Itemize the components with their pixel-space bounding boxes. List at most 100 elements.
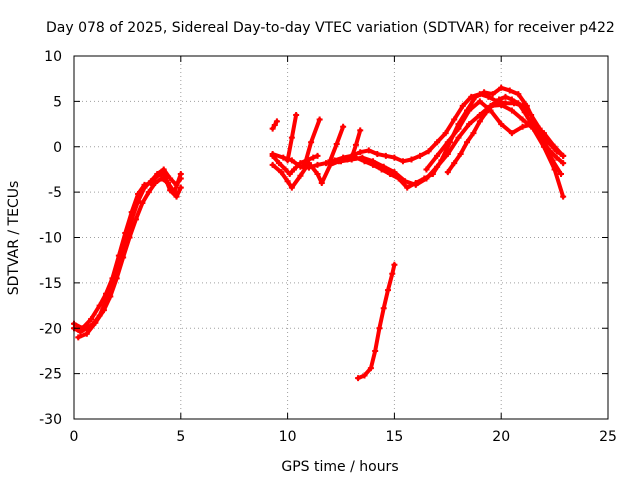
data-point <box>515 100 522 107</box>
data-point <box>560 152 567 159</box>
y-tick-label: 10 <box>44 49 62 65</box>
data-point <box>365 147 372 154</box>
y-tick-label: 0 <box>53 140 62 156</box>
data-point <box>389 270 396 277</box>
data-point <box>519 123 526 130</box>
data-point <box>83 330 90 337</box>
data-point <box>75 334 82 341</box>
series-arc-low <box>355 261 398 382</box>
data-point <box>92 319 99 326</box>
data-point <box>560 193 567 200</box>
data-point <box>269 161 276 168</box>
data-point <box>340 123 347 130</box>
data-point <box>338 158 344 165</box>
data-point <box>434 163 441 170</box>
data-point <box>459 102 466 109</box>
data-point <box>333 141 340 148</box>
y-axis-label: SDTVAR / TECUs <box>6 181 22 296</box>
data-point <box>417 152 424 159</box>
x-axis-label: GPS time / hours <box>281 459 398 475</box>
data-point <box>519 116 526 123</box>
data-point <box>498 84 505 91</box>
data-point <box>404 184 411 191</box>
data-point <box>483 109 490 116</box>
data-point <box>508 130 515 137</box>
data-point <box>380 305 387 312</box>
data-point <box>547 148 554 155</box>
data-point <box>297 172 304 179</box>
data-point <box>412 181 419 188</box>
data-point <box>291 166 298 173</box>
data-point <box>444 151 451 158</box>
data-point <box>167 175 174 182</box>
y-tick-labels: -30 -25 -20 -15 -10 -5 0 5 10 <box>39 49 62 428</box>
data-point <box>370 158 377 165</box>
data-point <box>113 275 120 282</box>
data-point <box>380 163 387 170</box>
series-line <box>424 99 566 172</box>
series-arc-g <box>327 102 567 200</box>
data-series <box>71 84 567 382</box>
data-point <box>489 102 496 109</box>
data-point <box>521 109 528 116</box>
data-point <box>408 156 415 163</box>
data-point <box>348 154 355 161</box>
data-point <box>269 152 276 159</box>
data-point <box>310 154 317 161</box>
data-point <box>425 148 432 155</box>
data-point <box>120 254 127 261</box>
data-point <box>444 169 451 176</box>
data-point <box>271 121 278 128</box>
data-point <box>276 160 283 167</box>
data-point <box>451 116 458 123</box>
data-point <box>391 169 398 176</box>
data-point <box>316 116 323 123</box>
data-point <box>399 158 406 165</box>
data-point <box>177 170 184 177</box>
data-point <box>508 107 515 114</box>
data-point <box>523 102 530 109</box>
data-point <box>107 293 114 300</box>
data-point <box>288 184 295 191</box>
data-point <box>152 180 159 187</box>
x-tick-label: 10 <box>279 429 297 445</box>
data-point <box>282 166 289 173</box>
data-point <box>481 89 488 96</box>
data-point <box>327 157 334 164</box>
data-point <box>273 118 280 125</box>
data-point <box>173 193 180 200</box>
data-point <box>455 125 462 132</box>
data-point <box>96 302 103 309</box>
data-point <box>442 130 449 137</box>
data-point <box>177 184 184 191</box>
data-point <box>361 372 368 379</box>
data-point <box>88 316 95 323</box>
data-point <box>314 161 321 168</box>
data-point <box>158 175 165 182</box>
data-point <box>384 287 391 294</box>
data-point <box>391 261 398 268</box>
y-tick-label: -10 <box>39 231 62 247</box>
data-point <box>357 127 364 134</box>
data-point <box>301 161 308 168</box>
data-point <box>540 130 547 137</box>
data-point <box>352 141 359 148</box>
data-point <box>374 151 381 158</box>
data-point <box>506 87 513 94</box>
data-point <box>115 252 122 259</box>
data-point <box>534 131 541 138</box>
series-spike-4 <box>327 123 347 164</box>
data-point <box>498 121 505 128</box>
series-arc-c <box>75 170 184 341</box>
data-point <box>122 229 129 236</box>
data-point <box>470 130 477 137</box>
data-point <box>457 151 464 158</box>
data-point <box>434 139 441 146</box>
data-point <box>293 111 300 118</box>
data-point <box>489 91 496 98</box>
data-point <box>402 178 409 185</box>
y-tick-label: -15 <box>39 276 62 292</box>
data-point <box>141 181 148 188</box>
data-point <box>451 160 458 167</box>
